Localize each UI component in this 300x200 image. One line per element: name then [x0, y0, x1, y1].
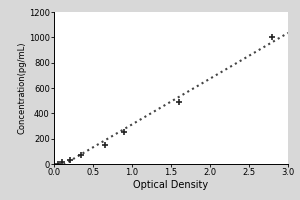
Y-axis label: Concentration(pg/mL): Concentration(pg/mL) — [17, 42, 26, 134]
X-axis label: Optical Density: Optical Density — [134, 180, 208, 190]
